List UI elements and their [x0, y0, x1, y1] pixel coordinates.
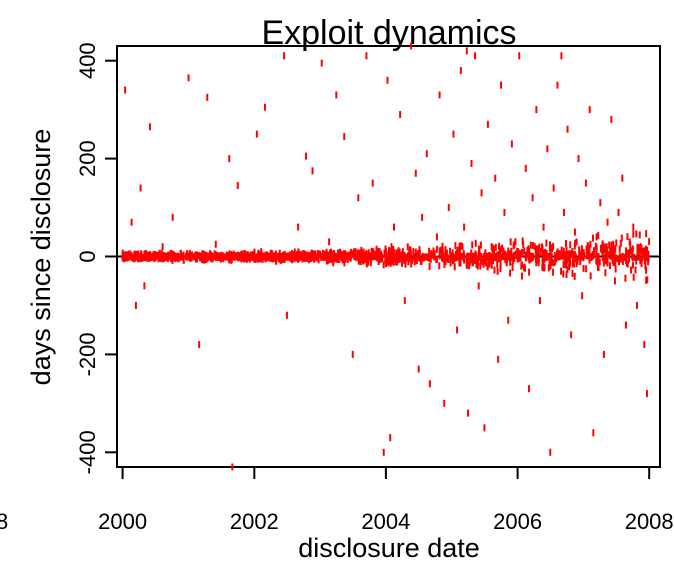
- y-tick-label: 400: [75, 42, 100, 79]
- x-tick-label: 2008: [625, 509, 674, 534]
- y-axis-title: days since disclosure: [26, 129, 56, 386]
- x-axis-ticks: 2000 2002 2004 2006 2008: [98, 467, 674, 534]
- x-tick-label: 2002: [230, 509, 279, 534]
- y-tick-label: -400: [75, 430, 100, 474]
- y-tick-label: 0: [75, 250, 100, 262]
- y-tick-label: 200: [75, 140, 100, 177]
- plot-area: [116, 42, 661, 471]
- partial-left-tick-label: 8: [0, 509, 8, 534]
- y-tick-label: -200: [75, 332, 100, 376]
- x-tick-label: 2000: [98, 509, 147, 534]
- data-points: [121, 42, 651, 471]
- x-tick-label: 2004: [361, 509, 410, 534]
- x-tick-label: 2006: [493, 509, 542, 534]
- x-axis-title: disclosure date: [298, 533, 480, 563]
- y-axis-ticks: -400 -200 0 200 400: [75, 42, 117, 474]
